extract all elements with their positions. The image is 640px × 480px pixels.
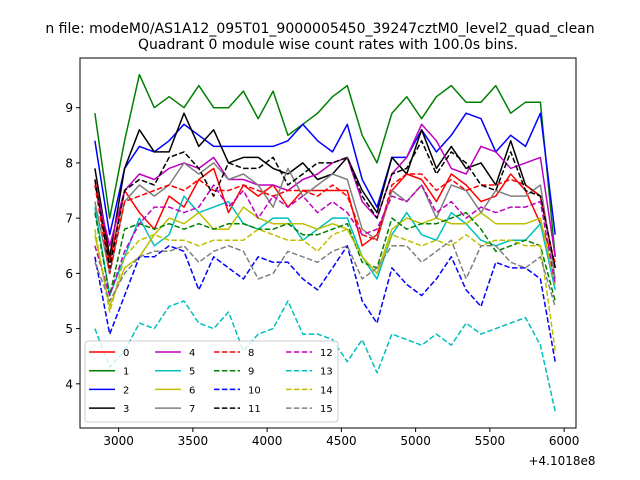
legend-label-10: 10 — [248, 385, 261, 396]
legend-label-11: 11 — [248, 404, 261, 415]
y-tick-label: 9 — [65, 101, 73, 115]
y-tick-label: 8 — [65, 156, 73, 170]
series-line-10 — [94, 245, 556, 362]
y-tick-label: 5 — [65, 322, 73, 336]
chart-suptitle: n file: modeM0/AS1A12_095T01_9000005450_… — [45, 21, 594, 37]
x-tick-label: 6000 — [549, 434, 580, 448]
legend-label-1: 1 — [123, 367, 129, 378]
legend-label-13: 13 — [320, 367, 333, 378]
series-line-7 — [94, 162, 556, 280]
legend-label-8: 8 — [248, 348, 254, 359]
legend-label-7: 7 — [189, 404, 195, 415]
series-line-15 — [94, 239, 556, 307]
series-line-3 — [94, 112, 556, 269]
x-tick-label: 3000 — [103, 434, 134, 448]
legend-label-5: 5 — [189, 367, 195, 378]
legend-label-2: 2 — [123, 385, 129, 396]
series-line-1 — [94, 73, 556, 257]
legend-label-3: 3 — [123, 404, 129, 415]
x-tick-label: 4500 — [326, 434, 357, 448]
legend-label-14: 14 — [320, 385, 333, 396]
x-offset-label: +4.1018e8 — [528, 454, 595, 468]
x-tick-label: 4000 — [252, 434, 283, 448]
plot-area — [94, 73, 556, 412]
y-tick-label: 7 — [65, 212, 73, 226]
series-line-8 — [94, 173, 556, 275]
series-line-0 — [94, 167, 556, 264]
x-tick-label: 5500 — [475, 434, 506, 448]
plot-frame — [79, 57, 577, 429]
x-tick-label: 5000 — [400, 434, 431, 448]
legend-label-6: 6 — [189, 385, 195, 396]
series-line-14 — [94, 228, 556, 351]
y-axis: 4 5 6 7 8 9 — [65, 101, 80, 391]
x-tick-label: 3500 — [178, 434, 209, 448]
series-line-13 — [94, 300, 556, 412]
legend-box — [84, 340, 339, 423]
legend-label-9: 9 — [248, 367, 254, 378]
legend-label-15: 15 — [320, 404, 333, 415]
x-axis: 3000 3500 4000 4500 5000 5500 6000 — [103, 428, 579, 448]
series-line-9 — [94, 211, 556, 302]
series-line-6 — [94, 206, 556, 308]
series-line-4 — [94, 123, 556, 257]
chart-title: Quadrant 0 module wise count rates with … — [138, 37, 518, 53]
series-line-2 — [94, 112, 556, 236]
series-line-5 — [94, 195, 556, 297]
legend-label-0: 0 — [123, 348, 129, 359]
legend-label-12: 12 — [320, 348, 333, 359]
y-tick-label: 4 — [65, 377, 73, 391]
series-line-12 — [94, 184, 556, 297]
legend-label-4: 4 — [189, 348, 195, 359]
y-tick-label: 6 — [65, 267, 73, 281]
series-line-11 — [94, 140, 556, 269]
